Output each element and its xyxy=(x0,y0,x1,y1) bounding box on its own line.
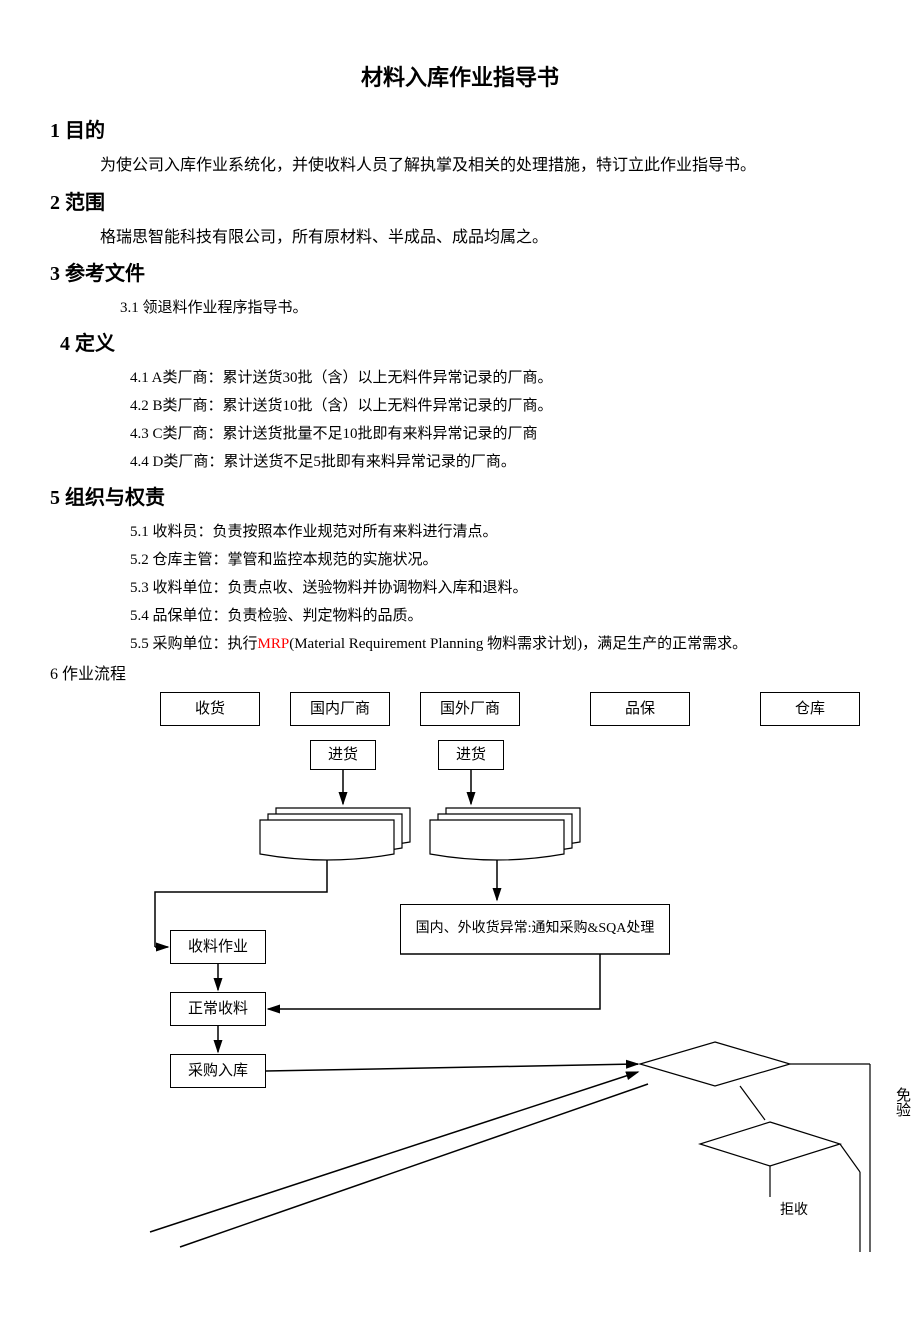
flow-doc-foreign-label: 送货单/检验报告 xyxy=(440,824,570,846)
flow-receive-job: 收料作业 xyxy=(170,930,266,964)
section-3-heading: 3 参考文件 xyxy=(50,258,870,290)
flow-exempt-label: 免验 xyxy=(890,1087,914,1117)
section-4-heading: 4 定义 xyxy=(60,328,870,360)
flow-header-receive: 收货 xyxy=(160,692,260,726)
section-4-item-4: 4.4 D类厂商：累计送货不足5批即有来料异常记录的厂商。 xyxy=(130,450,870,474)
section-5-item-3: 5.3 收料单位：负责点收、送验物料并协调物料入库和退料。 xyxy=(130,576,870,600)
flow-exception-box: 国内、外收货异常:通知采购&SQA处理 xyxy=(400,904,670,954)
section-4-item-1: 4.1 A类厂商：累计送货30批（含）以上无料件异常记录的厂商。 xyxy=(130,366,870,390)
section-5-item-5-prefix: 5.5 采购单位：执行 xyxy=(130,636,258,652)
flow-header-qa: 品保 xyxy=(590,692,690,726)
flow-reject-label: 拒收 xyxy=(780,1200,808,1222)
section-3-item-1: 3.1 领退料作业程序指导书。 xyxy=(120,296,870,320)
section-5-item-2: 5.2 仓库主管：掌管和监控本规范的实施状况。 xyxy=(130,548,870,572)
flowchart: 收货 国内厂商 国外厂商 品保 仓库 进货 进货 送货单/检验报告 送货单/检验… xyxy=(100,692,920,1312)
flow-need-check-label: 需要检验 xyxy=(740,1134,792,1155)
flow-foreign-in: 进货 xyxy=(438,740,504,770)
flow-doc-domestic-label: 送货单/检验报告 xyxy=(270,824,400,846)
section-5-item-5-suffix: (Material Requirement Planning 物料需求计划)，满… xyxy=(289,636,747,652)
flow-header-foreign: 国外厂商 xyxy=(420,692,520,726)
section-2-heading: 2 范围 xyxy=(50,187,870,219)
section-5-item-1: 5.1 收料员：负责按照本作业规范对所有来料进行清点。 xyxy=(130,520,870,544)
section-4-item-3: 4.3 C类厂商：累计送货批量不足10批即有来料异常记录的厂商 xyxy=(130,422,870,446)
section-2-body: 格瑞思智能科技有限公司，所有原材料、半成品、成品均属之。 xyxy=(100,225,870,251)
section-5-item-5: 5.5 采购单位：执行MRP(Material Requirement Plan… xyxy=(130,632,870,656)
section-5-item-4: 5.4 品保单位：负责检验、判定物料的品质。 xyxy=(130,604,870,628)
flow-normal-receive: 正常收料 xyxy=(170,992,266,1026)
flow-domestic-in: 进货 xyxy=(310,740,376,770)
section-5-heading: 5 组织与权责 xyxy=(50,482,870,514)
section-1-body: 为使公司入库作业系统化，并使收料人员了解执掌及相关的处理措施，特订立此作业指导书… xyxy=(100,153,870,179)
section-4-item-2: 4.2 B类厂商：累计送货10批（含）以上无料件异常记录的厂商。 xyxy=(130,394,870,418)
section-6-heading: 6 作业流程 xyxy=(50,662,870,688)
flow-purchase-in: 采购入库 xyxy=(170,1054,266,1088)
flow-iqc-label: IQC检验 xyxy=(688,1054,736,1075)
section-1-heading: 1 目的 xyxy=(50,115,870,147)
flow-header-warehouse: 仓库 xyxy=(760,692,860,726)
flow-header-domestic: 国内厂商 xyxy=(290,692,390,726)
section-5-item-5-red: MRP xyxy=(258,636,290,652)
document-title: 材料入库作业指导书 xyxy=(50,60,870,95)
